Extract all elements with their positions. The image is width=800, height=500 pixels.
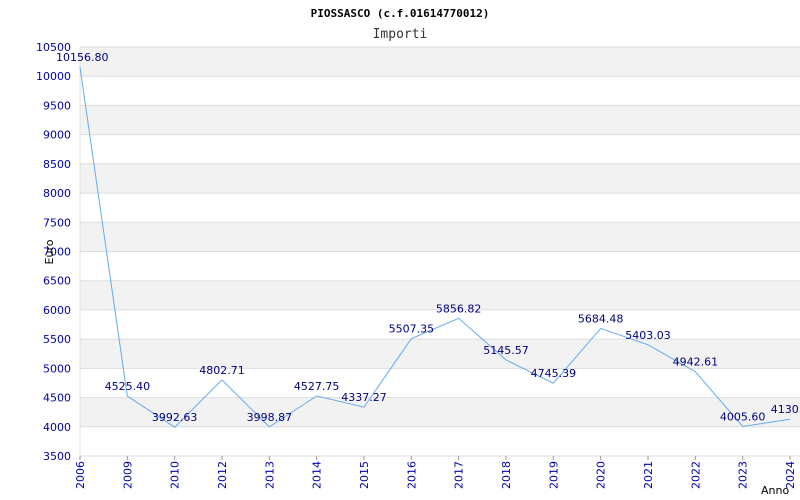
x-tick-label: 2015 (358, 461, 371, 489)
x-tick-label: 2024 (784, 461, 797, 489)
grid-lines (79, 46, 800, 457)
grid-band (80, 47, 800, 77)
data-label: 5856.82 (436, 302, 482, 315)
chart-subtitle: Importi (373, 27, 428, 42)
y-tick-label: 7000 (43, 246, 71, 259)
y-tick-label: 5000 (43, 362, 71, 375)
x-tick-label: 2013 (263, 461, 276, 489)
x-tick-label: 2012 (216, 461, 229, 489)
data-label: 4527.75 (294, 380, 340, 393)
y-tick-label: 9000 (43, 129, 71, 142)
x-tick-label: 2019 (547, 461, 560, 489)
y-tick-label: 10500 (36, 41, 71, 54)
plot-bands (80, 47, 800, 427)
y-tick-label: 8000 (43, 187, 71, 200)
data-label: 5145.57 (483, 344, 529, 357)
chart-title: PIOSSASCO (c.f.01614770012) (311, 7, 490, 20)
series-group (79, 67, 791, 428)
x-axis-label: Anno (761, 484, 789, 497)
data-label: 5507.35 (389, 323, 435, 336)
y-tick-label: 3500 (43, 450, 71, 463)
x-tick-label: 2023 (737, 461, 750, 489)
x-axis-ticks: 2006 2009 2010 2012 2013 2014 2015 2016 2017 2018… (74, 456, 797, 489)
x-tick-label: 2009 (121, 461, 134, 489)
data-label: 4130.5 (771, 403, 800, 416)
y-tick-label: 10000 (36, 70, 71, 83)
data-label: 4005.60 (720, 410, 766, 423)
y-tick-label: 4000 (43, 421, 71, 434)
y-tick-label: 6000 (43, 304, 71, 317)
data-label: 5403.03 (625, 329, 671, 342)
x-tick-label: 2020 (595, 461, 608, 489)
grid-band (80, 163, 800, 194)
grid-band (80, 105, 800, 135)
x-tick-label: 2021 (642, 461, 655, 489)
series-line (79, 67, 791, 428)
data-label: 4802.71 (199, 364, 245, 377)
x-tick-label: 2022 (689, 461, 702, 489)
y-tick-label: 5500 (43, 333, 71, 346)
y-axis-ticks: 3500 4000 4500 5000 5500 6000 6500 7000 7500 8000… (36, 41, 71, 463)
data-label: 5684.48 (578, 312, 624, 325)
data-label: 4525.40 (105, 380, 151, 393)
y-axis-label: Euro (43, 239, 56, 264)
x-tick-label: 2014 (311, 461, 324, 489)
x-tick-label: 2016 (405, 461, 418, 489)
y-tick-label: 8500 (43, 158, 71, 171)
x-tick-label: 2006 (74, 461, 87, 489)
grid-band (80, 222, 800, 252)
data-label: 4745.39 (531, 367, 577, 380)
data-label: 4942.61 (673, 356, 719, 369)
x-tick-label: 2010 (169, 461, 182, 489)
data-label: 3992.63 (152, 411, 198, 424)
y-tick-label: 4500 (43, 392, 71, 405)
data-labels: 10156.80 4525.40 3992.63 4802.71 3998.87 4527… (56, 51, 800, 424)
data-label: 10156.80 (56, 51, 109, 64)
y-tick-label: 9500 (43, 99, 71, 112)
grid-band (80, 280, 800, 310)
y-tick-label: 6500 (43, 275, 71, 288)
y-tick-label: 7500 (43, 216, 71, 229)
data-label: 3998.87 (247, 411, 293, 424)
x-tick-label: 2017 (453, 461, 466, 489)
x-tick-label: 2018 (500, 461, 513, 489)
data-label: 4337.27 (341, 391, 387, 404)
